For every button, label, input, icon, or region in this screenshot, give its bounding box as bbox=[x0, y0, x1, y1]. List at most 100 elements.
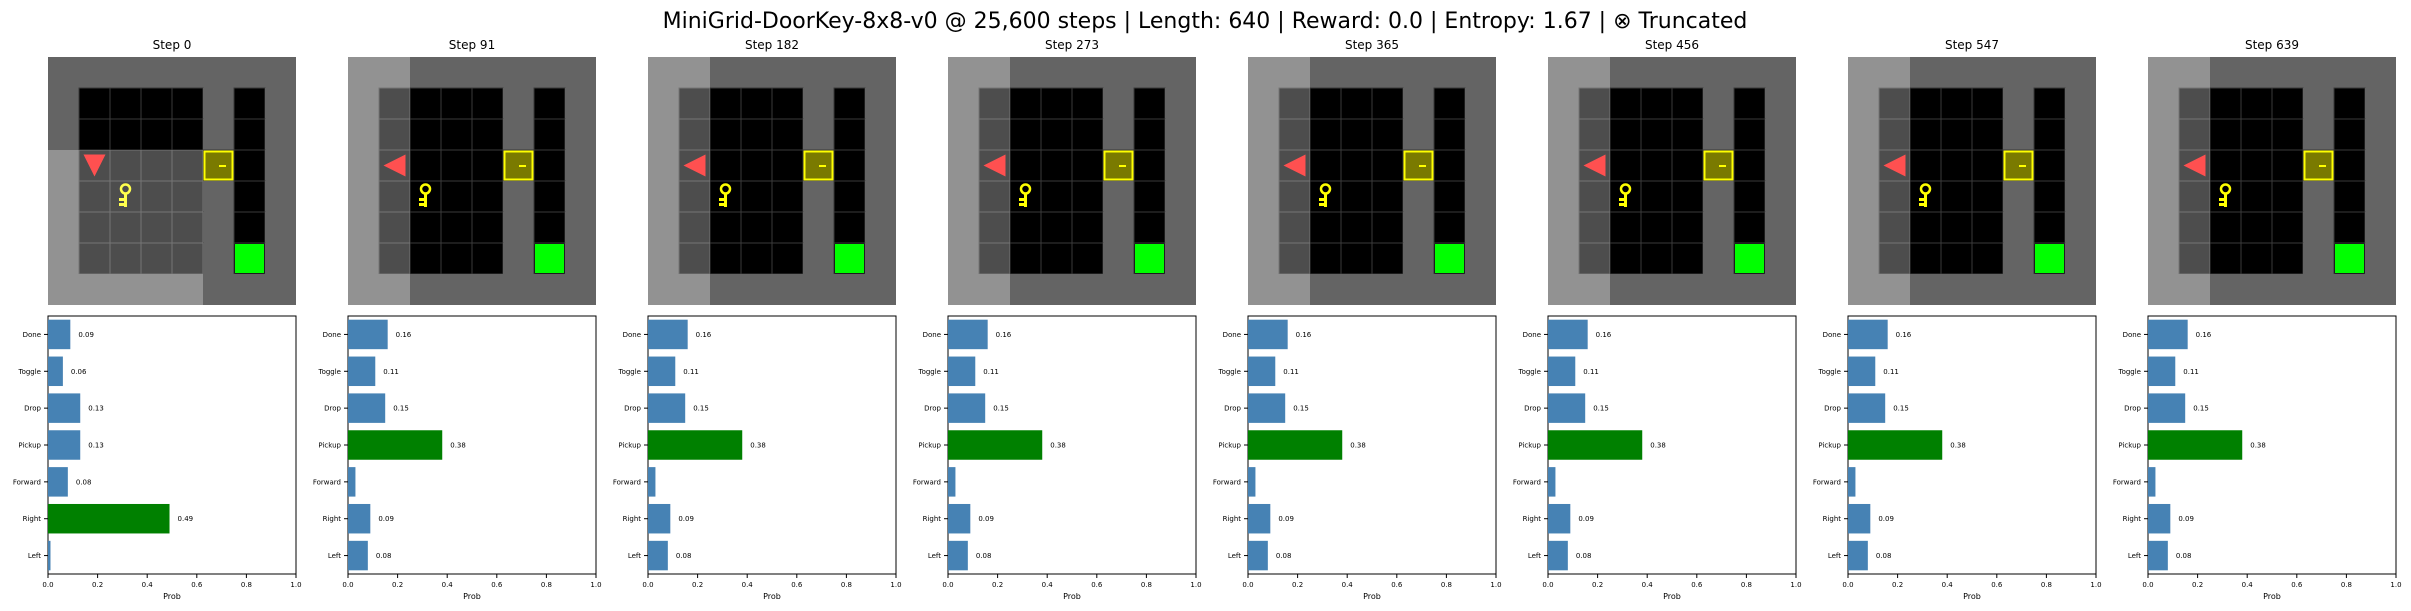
wall-cell bbox=[565, 88, 596, 119]
key-tooth bbox=[1919, 203, 1924, 206]
wall-cell bbox=[648, 212, 679, 243]
wall-cell bbox=[1703, 274, 1734, 305]
door-icon bbox=[2303, 150, 2334, 181]
x-tick-label: 1.0 bbox=[590, 581, 601, 589]
bar bbox=[648, 319, 688, 350]
y-tick-label: Done bbox=[1523, 331, 1541, 339]
x-tick-label: 0.2 bbox=[2192, 581, 2203, 589]
bar-value-label: 0.16 bbox=[1596, 331, 1612, 339]
bar bbox=[648, 467, 656, 497]
y-tick-label: Forward bbox=[13, 478, 41, 486]
floor-cell bbox=[1640, 242, 1673, 275]
floor-cell bbox=[1371, 211, 1404, 244]
floor-cell bbox=[1940, 180, 1973, 213]
agent-view-highlight bbox=[1248, 57, 1310, 305]
floor-cell bbox=[740, 180, 773, 213]
key-shaft bbox=[1324, 193, 1327, 207]
wall-cell bbox=[503, 88, 534, 119]
bar-value-label: 0.09 bbox=[678, 515, 694, 523]
wall-cell bbox=[2003, 243, 2034, 274]
x-tick-label: 0.4 bbox=[1042, 581, 1054, 589]
wall-cell bbox=[1103, 181, 1134, 212]
wall-cell bbox=[79, 274, 110, 305]
key-shaft bbox=[1024, 193, 1027, 207]
wall-cell bbox=[1848, 150, 1879, 181]
x-tick-label: 0.8 bbox=[2041, 581, 2052, 589]
x-tick-label: 0.8 bbox=[541, 581, 552, 589]
wall-cell bbox=[2148, 243, 2179, 274]
x-tick-label: 0.6 bbox=[491, 581, 503, 589]
door-handle bbox=[219, 165, 226, 167]
bar-value-label: 0.09 bbox=[978, 515, 994, 523]
wall-cell bbox=[1041, 274, 1072, 305]
wall-cell bbox=[2241, 57, 2272, 88]
y-tick-label: Toggle bbox=[917, 368, 941, 376]
panels: Step 0 Done 0.09 Toggle 0.06 Drop 0.13 Pickup 0.… bbox=[13, 38, 2402, 601]
wall-cell bbox=[1765, 243, 1796, 274]
x-tick-label: 1.0 bbox=[2390, 581, 2401, 589]
y-tick-label: Drop bbox=[624, 405, 641, 413]
floor-cell bbox=[409, 242, 442, 275]
floor-cell bbox=[1133, 118, 1166, 151]
bar-value-label: 0.38 bbox=[1950, 442, 1966, 450]
wall-cell bbox=[1103, 88, 1134, 119]
wall-cell bbox=[1610, 57, 1641, 88]
bar-value-label: 0.16 bbox=[2196, 331, 2212, 339]
wall-cell bbox=[865, 119, 896, 150]
wall-cell bbox=[2065, 212, 2096, 243]
door-icon bbox=[2003, 150, 2034, 181]
wall-cell bbox=[2241, 274, 2272, 305]
wall-cell bbox=[1765, 88, 1796, 119]
goal-icon bbox=[235, 244, 264, 273]
bar bbox=[1248, 393, 1286, 423]
floor-cell bbox=[171, 242, 204, 275]
wall-cell bbox=[2303, 212, 2334, 243]
wall-cell bbox=[1641, 57, 1672, 88]
key-tooth bbox=[1319, 198, 1324, 201]
floor-cell bbox=[2271, 180, 2304, 213]
bar-value-label: 0.16 bbox=[1896, 331, 1912, 339]
floor-cell bbox=[1671, 211, 1704, 244]
wall-cell bbox=[803, 88, 834, 119]
wall-cell bbox=[1703, 212, 1734, 243]
wall-cell bbox=[803, 212, 834, 243]
wall-cell bbox=[834, 57, 865, 88]
bar-value-label: 0.16 bbox=[396, 331, 412, 339]
floor-cell bbox=[1071, 242, 1104, 275]
floor-cell bbox=[471, 118, 504, 151]
key-tooth bbox=[119, 203, 124, 206]
floor-cell bbox=[1278, 242, 1311, 275]
wall-cell bbox=[2065, 274, 2096, 305]
door-handle bbox=[1119, 165, 1126, 167]
floor-cell bbox=[771, 211, 804, 244]
floor-cell bbox=[440, 211, 473, 244]
y-tick-label: Drop bbox=[24, 405, 41, 413]
x-tick-label: 0.2 bbox=[1292, 581, 1303, 589]
wall-cell bbox=[2148, 119, 2179, 150]
wall-cell bbox=[172, 57, 203, 88]
floor-cell bbox=[1671, 118, 1704, 151]
wall-cell bbox=[1703, 181, 1734, 212]
key-shaft bbox=[424, 193, 427, 207]
floor-cell bbox=[1309, 211, 1342, 244]
wall-cell bbox=[141, 57, 172, 88]
floor-cell bbox=[2240, 118, 2273, 151]
goal-icon bbox=[1735, 244, 1764, 273]
step-label: Step 91 bbox=[449, 38, 495, 52]
wall-cell bbox=[503, 212, 534, 243]
wall-cell bbox=[534, 274, 565, 305]
wall-cell bbox=[265, 274, 296, 305]
agent-icon bbox=[83, 154, 106, 177]
agent-icon bbox=[683, 154, 706, 177]
floor-cell bbox=[2240, 180, 2273, 213]
floor-cell bbox=[1009, 149, 1042, 182]
wall-cell bbox=[2148, 57, 2179, 88]
wall-cell bbox=[648, 243, 679, 274]
bar bbox=[1548, 356, 1576, 387]
bar bbox=[1848, 430, 1943, 460]
wall-cell bbox=[2365, 57, 2396, 88]
floor-cell bbox=[1040, 149, 1073, 182]
x-tick-label: 0.0 bbox=[2142, 581, 2153, 589]
floor-cell bbox=[78, 87, 111, 120]
wall-cell bbox=[410, 274, 441, 305]
